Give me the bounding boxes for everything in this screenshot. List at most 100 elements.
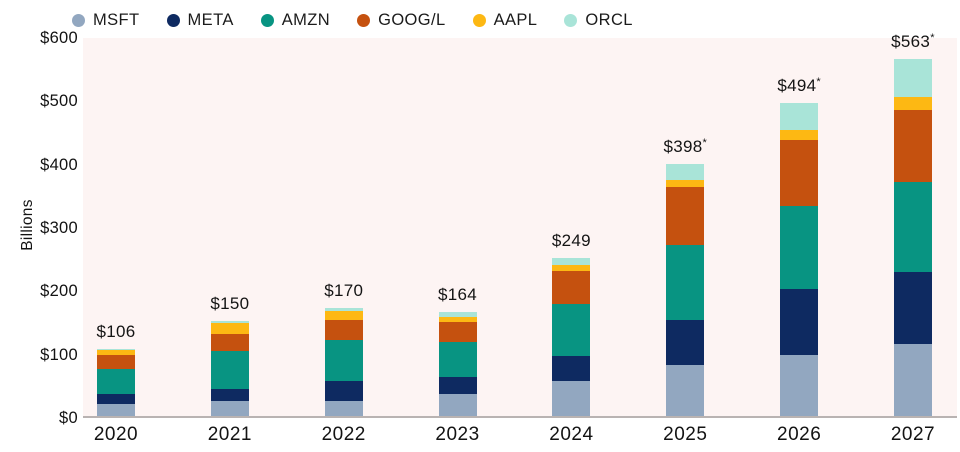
- bar-total-label-2020: $106: [96, 321, 136, 341]
- estimate-asterisk: *: [702, 136, 708, 149]
- legend-dot-msft-icon: [72, 13, 85, 27]
- bar-segment-googl-2024: [552, 271, 591, 304]
- bar-segment-aapl-2020: [97, 350, 135, 355]
- plot-area: $106 $150 $170 $164 $249 $398* $494* $563*: [83, 32, 957, 418]
- bar-segment-amzn-2021: [210, 350, 249, 390]
- bar-segment-orcl-2021: [210, 321, 249, 323]
- y-tick-0: $0: [59, 409, 78, 427]
- bar-segment-aapl-2023: [438, 316, 477, 322]
- x-tick-2025: 2025: [663, 424, 708, 445]
- x-tick-2023: 2023: [435, 424, 480, 445]
- bar-segment-aapl-2024: [552, 264, 591, 271]
- bar-total-label-2021: $150: [210, 294, 250, 313]
- legend-item-orcl: ORCL: [564, 11, 632, 30]
- estimate-asterisk: *: [816, 76, 821, 89]
- legend-dot-amzn-icon: [260, 13, 274, 27]
- bar-segment-orcl-2022: [324, 308, 363, 311]
- x-tick-2027: 2027: [890, 424, 936, 445]
- bar-segment-orcl-2020: [97, 348, 135, 351]
- bar-segment-meta-2026: [780, 288, 819, 356]
- bar-segment-amzn-2025: [666, 245, 705, 320]
- bar-segment-meta-2021: [210, 389, 249, 402]
- bar-segment-amzn-2022: [324, 340, 363, 381]
- bar-segment-aapl-2026: [780, 130, 819, 140]
- legend-item-googl: GOOG/L: [357, 11, 446, 30]
- bar-segment-orcl-2025: [666, 163, 705, 180]
- legend-dot-orcl-icon: [564, 13, 578, 27]
- bar-segment-googl-2026: [780, 139, 819, 206]
- bar-total-label-2026: $494*: [777, 76, 821, 96]
- bar-segment-msft-2020: [97, 403, 135, 416]
- bar-total-label-2027: $563*: [891, 32, 935, 52]
- bar-segment-aapl-2022: [324, 310, 363, 321]
- bar-segment-msft-2025: [666, 365, 705, 416]
- bar-segment-meta-2025: [666, 319, 705, 366]
- bar-segment-meta-2022: [324, 380, 363, 402]
- y-tick-200: $200: [40, 282, 78, 301]
- y-tick-300: $300: [40, 219, 78, 237]
- bar-2023: [438, 312, 477, 416]
- bar-segment-aapl-2027: [893, 97, 932, 111]
- bar-2026: [780, 103, 819, 416]
- bar-2022: [324, 308, 363, 416]
- legend-label: META: [187, 10, 234, 29]
- bar-segment-msft-2023: [438, 393, 477, 416]
- bar-segment-meta-2024: [552, 356, 591, 382]
- legend-item-msft: MSFT: [72, 11, 140, 30]
- bar-total-label-2025: $398*: [663, 136, 708, 156]
- x-tick-2021: 2021: [207, 424, 252, 445]
- y-tick-500: $500: [40, 92, 78, 111]
- bar-segment-aapl-2025: [666, 179, 705, 188]
- legend-item-meta: META: [166, 10, 234, 30]
- y-tick-600: $600: [40, 29, 78, 47]
- bar-segment-orcl-2023: [438, 312, 477, 317]
- bar-2020: [97, 348, 135, 416]
- bar-segment-googl-2020: [97, 354, 135, 369]
- legend-dot-googl-icon: [357, 13, 371, 27]
- bar-2025: [666, 163, 705, 416]
- legend: MSFT META AMZN GOOG/L AAPL ORCL: [72, 8, 633, 32]
- bar-segment-orcl-2027: [893, 59, 932, 98]
- bar-segment-aapl-2021: [210, 322, 249, 334]
- bar-2027: [893, 59, 932, 416]
- legend-label: AAPL: [493, 10, 538, 29]
- legend-label: GOOG/L: [378, 10, 446, 29]
- bar-segment-googl-2021: [210, 333, 249, 351]
- bar-segment-msft-2027: [893, 343, 932, 416]
- x-tick-2024: 2024: [549, 424, 594, 445]
- legend-item-amzn: AMZN: [260, 10, 331, 30]
- bar-segment-orcl-2024: [552, 258, 591, 265]
- x-tick-2020: 2020: [93, 424, 139, 445]
- bar-segment-orcl-2026: [780, 103, 819, 131]
- bar-total-label-2022: $170: [324, 281, 364, 301]
- legend-label: ORCL: [585, 10, 633, 29]
- x-tick-2022: 2022: [321, 424, 366, 445]
- legend-dot-meta-icon: [166, 13, 180, 27]
- bar-segment-msft-2024: [552, 381, 591, 416]
- y-tick-400: $400: [40, 155, 78, 174]
- bar-segment-amzn-2026: [780, 205, 819, 289]
- bar-total-label-2023: $164: [438, 285, 478, 305]
- bar-segment-googl-2027: [893, 110, 932, 183]
- bar-2021: [210, 321, 249, 416]
- bar-segment-googl-2022: [324, 320, 363, 341]
- bar-total-label-2024: $249: [551, 231, 591, 251]
- legend-label: MSFT: [93, 10, 140, 29]
- bar-segment-msft-2026: [780, 355, 819, 416]
- x-tick-2026: 2026: [777, 424, 822, 445]
- bar-segment-meta-2020: [97, 393, 135, 404]
- bar-segment-meta-2023: [438, 376, 477, 394]
- bar-segment-amzn-2024: [552, 303, 591, 357]
- bar-segment-meta-2027: [893, 272, 932, 344]
- bar-segment-msft-2021: [210, 401, 249, 416]
- estimate-asterisk: *: [930, 32, 935, 45]
- bar-2024: [552, 258, 591, 416]
- bar-segment-googl-2023: [438, 321, 477, 342]
- bar-segment-msft-2022: [324, 401, 363, 416]
- bar-segment-amzn-2023: [438, 341, 477, 377]
- bar-segment-amzn-2027: [893, 182, 932, 273]
- legend-label: AMZN: [281, 10, 331, 29]
- bar-segment-googl-2025: [666, 187, 705, 246]
- legend-item-aapl: AAPL: [472, 10, 538, 30]
- legend-dot-aapl-icon: [472, 13, 486, 27]
